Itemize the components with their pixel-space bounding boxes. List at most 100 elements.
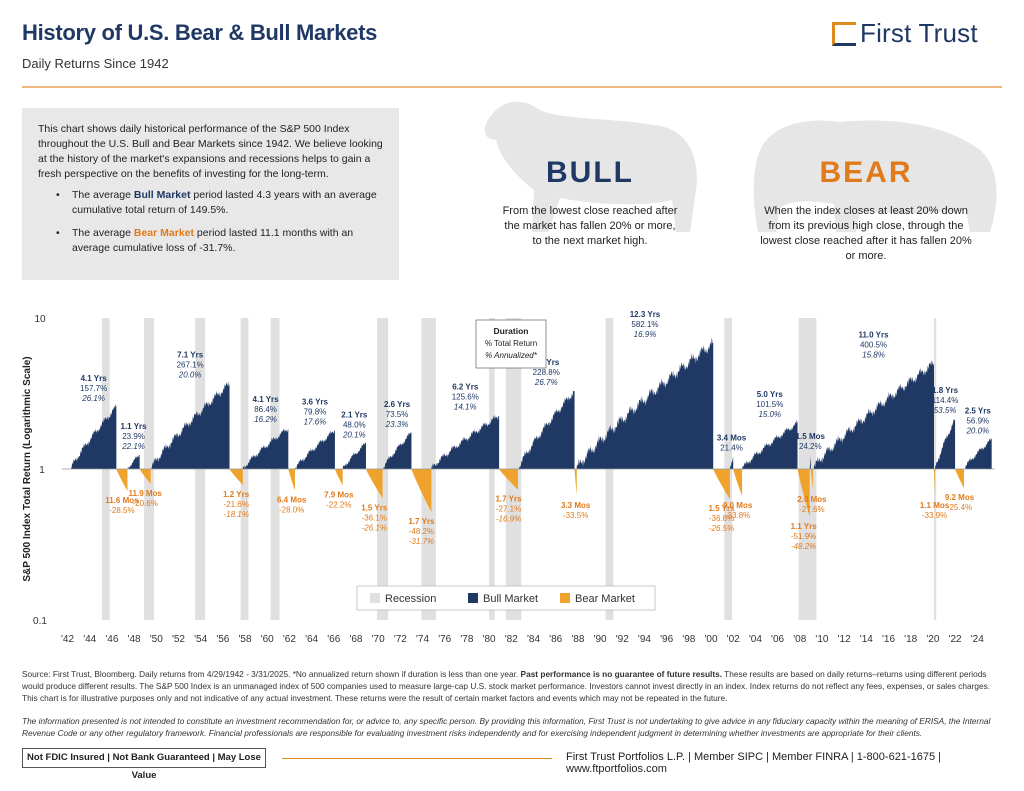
x-tick-label: '80	[483, 634, 496, 645]
bull-period-label: 20.0%	[965, 426, 989, 435]
bull-period-label: 2.6 Yrs	[384, 400, 411, 409]
bear-market-area	[365, 469, 383, 499]
bull-period-label: 228.8%	[533, 368, 560, 377]
legend-bull-label: Bull Market	[483, 593, 538, 605]
bull-market-area	[70, 403, 117, 469]
bull-period-label: 7.1 Yrs	[177, 351, 204, 360]
bear-period-label: -31.7%	[409, 537, 434, 546]
bull-period-label: 6.2 Yrs	[452, 383, 479, 392]
bull-period-label: 53.5%	[934, 406, 957, 415]
bear-period-label: 2.0 Mos	[797, 495, 827, 504]
x-tick-label: '12	[838, 634, 851, 645]
x-tick-label: '78	[460, 634, 473, 645]
bear-period-label: -48.2%	[791, 542, 816, 551]
bear-period-label: 1.1 Mos	[920, 501, 950, 510]
x-tick-label: '48	[128, 634, 141, 645]
bear-period-label: 1.2 Yrs	[223, 490, 250, 499]
x-tick-label: '62	[283, 634, 296, 645]
bullet-dot-icon: •	[56, 227, 60, 239]
bull-period-label: 267.1%	[177, 361, 204, 370]
bear-period-label: -16.9%	[496, 515, 521, 524]
axes: 10 1 0.1 S&P 500 Index Total Return (Logari…	[22, 314, 984, 645]
bull-period-label: 20.1%	[342, 430, 366, 439]
legend-box	[356, 585, 656, 611]
bull-period-label: 5.0 Yrs	[757, 390, 784, 399]
x-tick-label: '86	[549, 634, 562, 645]
legend-recession-swatch	[370, 593, 380, 603]
bull-period-label: 4.1 Yrs	[81, 374, 108, 383]
x-tick-label: '90	[594, 634, 607, 645]
disclaimer-note: The information presented is not intende…	[22, 716, 991, 738]
bull-market-area	[242, 428, 289, 469]
bull-keyword: Bull Market	[133, 189, 191, 201]
bullet-text-post: period lasted 4.3 years with an average …	[72, 189, 377, 216]
x-tick-label: '08	[793, 634, 806, 645]
bear-period-label: -22.2%	[326, 500, 351, 509]
x-tick-label: '60	[261, 634, 274, 645]
bear-period-label: 11.6 Mos	[105, 496, 139, 505]
bear-period-label: -27.6%	[799, 505, 824, 514]
bull-market-area	[813, 359, 934, 469]
bull-period-label: 157.7%	[80, 384, 107, 393]
bear-market-area	[933, 469, 936, 497]
x-tick-label: '82	[505, 634, 518, 645]
intro-bullet-bull: • The average Bull Market period lasted 4…	[38, 188, 383, 218]
x-tick-label: '76	[438, 634, 451, 645]
bull-market-area	[431, 414, 500, 469]
animal-silhouettes	[484, 101, 997, 232]
bear-period-label: 1.7 Yrs	[408, 517, 435, 526]
bull-period-label: 79.8%	[304, 408, 327, 417]
bear-market-area	[810, 469, 814, 491]
bear-heading: BEAR	[819, 156, 913, 189]
bull-period-label: 26.1%	[81, 394, 105, 403]
legend-bear-swatch	[560, 593, 570, 603]
bull-period-label: 3.6 Yrs	[302, 398, 329, 407]
source-text-bold: Past performance is no guarantee of futu…	[520, 669, 723, 679]
bull-period-label: 16.9%	[634, 330, 657, 339]
bear-period-label: 1.5 Yrs	[361, 503, 388, 512]
x-tick-label: '52	[172, 634, 185, 645]
bear-period-label: 1.7 Yrs	[495, 495, 522, 504]
bear-keyword: Bear Market	[133, 227, 194, 239]
bear-market-area	[411, 469, 432, 513]
intro-bullet-bear: • The average Bear Market period lasted 1…	[38, 226, 383, 256]
legend-bull-swatch	[468, 593, 478, 603]
bull-market-area	[150, 381, 230, 469]
bear-period-label: -25.4%	[947, 503, 972, 512]
bear-period-label: 9.0 Mos	[723, 501, 753, 510]
bull-period-label: 22.1%	[121, 442, 145, 451]
x-tick-label: '72	[394, 634, 407, 645]
x-tick-label: '50	[150, 634, 163, 645]
x-tick-label: '04	[749, 634, 762, 645]
x-tick-label: '44	[83, 634, 96, 645]
x-tick-label: '70	[372, 634, 385, 645]
logo: First Trust	[832, 18, 978, 49]
bull-period-label: 15.8%	[862, 350, 885, 359]
x-tick-label: '96	[660, 634, 673, 645]
bear-period-label: -26.1%	[362, 523, 387, 532]
bear-period-label: -18.1%	[223, 510, 248, 519]
x-tick-label: '64	[305, 634, 318, 645]
bear-period-label: -36.1%	[362, 513, 387, 522]
x-tick-label: '00	[704, 634, 717, 645]
x-tick-label: '84	[527, 634, 540, 645]
bear-period-label: 1.1 Yrs	[791, 522, 818, 531]
bull-period-label: 26.7%	[534, 378, 558, 387]
x-tick-label: '42	[61, 634, 74, 645]
bear-period-label: -48.2%	[409, 527, 434, 536]
bull-market-area	[729, 456, 734, 469]
source-text-post: These results are based on daily returns…	[22, 669, 991, 703]
bull-period-label: 21.4%	[720, 443, 743, 452]
bear-period-label: 1.5 Yrs	[708, 504, 735, 513]
x-tick-label: '56	[216, 634, 229, 645]
bear-period-label: -33.8%	[725, 511, 750, 520]
x-tick-label: '74	[416, 634, 429, 645]
intro-paragraph: This chart shows daily historical perfor…	[38, 123, 383, 180]
x-tick-label: '68	[349, 634, 362, 645]
bull-period-label: 114.4%	[932, 396, 959, 405]
bull-silhouette-icon	[484, 101, 697, 232]
bull-period-label: 20.0%	[178, 371, 202, 380]
market-areas	[70, 337, 992, 517]
x-tick-label: '02	[727, 634, 740, 645]
bull-period-label: 582.1%	[631, 320, 658, 329]
